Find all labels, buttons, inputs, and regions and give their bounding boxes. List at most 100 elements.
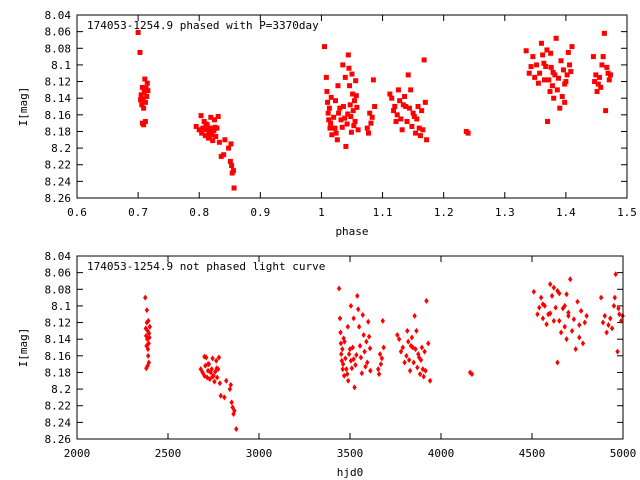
unphased-data-point	[469, 371, 475, 378]
phased-data-point	[353, 93, 359, 99]
phased-data-point	[199, 130, 205, 136]
phased-data-point	[141, 89, 147, 95]
unphased-data-point	[566, 309, 571, 316]
phased-data-point	[342, 115, 348, 121]
unphased-data-point	[228, 381, 233, 388]
phased-data-point	[547, 89, 553, 95]
unphased-data-point	[352, 384, 357, 391]
unphased-data-point	[424, 297, 429, 304]
unphased-y-tick-label: 8.22	[45, 400, 72, 413]
phased-x-tick-label: 1.4	[556, 206, 576, 219]
phased-data-point	[139, 120, 145, 126]
unphased-data-point	[409, 334, 415, 341]
phased-data-point	[534, 62, 540, 68]
unphased-data-point	[145, 352, 151, 359]
unphased-x-tick-label: 5000	[610, 447, 637, 460]
unphased-data-point	[406, 338, 411, 345]
unphased-data-point	[210, 355, 215, 362]
phased-data-point	[328, 120, 334, 126]
phased-data-point	[332, 125, 338, 131]
unphased-data-point	[548, 281, 553, 288]
unphased-data-point	[143, 294, 148, 301]
unphased-data-point	[366, 318, 371, 325]
unphased-data-point	[377, 351, 383, 358]
unphased-data-point	[560, 305, 566, 312]
phased-data-point	[142, 118, 148, 124]
unphased-data-point	[342, 338, 347, 345]
unphased-data-point	[144, 319, 150, 326]
unphased-data-point	[224, 377, 229, 384]
phased-data-point	[569, 44, 575, 50]
phased-x-tick-label: 1	[318, 206, 325, 219]
phased-data-point	[138, 97, 144, 103]
unphased-data-point	[207, 376, 213, 383]
unphased-data-point	[413, 346, 418, 353]
phased-data-point	[347, 83, 353, 89]
phased-data-point	[329, 132, 335, 138]
phased-data-point	[340, 62, 346, 68]
phased-data-point	[543, 64, 549, 70]
phased-data-point	[221, 152, 227, 158]
unphased-data-point	[535, 311, 540, 318]
phased-data-point	[354, 104, 360, 110]
phased-data-point	[369, 114, 375, 120]
phased-data-point	[416, 125, 422, 131]
unphased-data-point	[345, 323, 351, 330]
unphased-data-point	[421, 373, 426, 380]
unphased-x-tick-label: 2000	[64, 447, 91, 460]
unphased-data-point	[346, 351, 352, 358]
phased-data-point	[598, 84, 604, 90]
unphased-data-point	[564, 291, 569, 298]
phased-data-point	[142, 76, 148, 82]
phased-data-point	[138, 92, 144, 98]
unphased-data-point	[232, 407, 237, 414]
unphased-data-point	[146, 317, 151, 324]
unphased-data-point	[600, 319, 606, 326]
unphased-data-point	[218, 392, 223, 399]
phased-x-tick-label: 0.7	[128, 206, 148, 219]
unphased-data-point	[203, 362, 208, 369]
unphased-data-point	[345, 371, 350, 378]
phased-data-point	[594, 89, 600, 95]
phased-y-tick-label: 8.06	[45, 26, 72, 39]
unphased-data-point	[353, 361, 358, 368]
unphased-data-point	[584, 312, 589, 319]
unphased-data-point	[204, 354, 209, 361]
phased-data-point	[394, 112, 400, 118]
unphased-data-point	[569, 327, 575, 334]
phased-data-point	[399, 127, 405, 133]
unphased-y-tick-label: 8.12	[45, 317, 72, 330]
unphased-data-point	[562, 323, 567, 330]
unphased-data-point	[364, 338, 369, 345]
phased-data-point	[528, 64, 534, 70]
phased-data-point	[144, 80, 150, 86]
unphased-data-point	[354, 351, 359, 358]
phased-data-point	[335, 83, 341, 89]
phased-data-point	[352, 118, 358, 124]
unphased-data-point	[577, 334, 582, 341]
phased-data-point	[196, 127, 202, 133]
unphased-data-point	[214, 365, 219, 372]
unphased-y-tick-label: 8.04	[45, 250, 72, 263]
unphased-data-point	[376, 371, 382, 378]
phased-data-point	[592, 79, 598, 85]
phased-data-point	[392, 104, 398, 109]
unphased-y-tick-label: 8.24	[45, 416, 72, 429]
unphased-data-point	[604, 329, 609, 336]
unphased-data-point	[531, 288, 537, 295]
unphased-data-point	[355, 306, 361, 313]
phased-y-tick-label: 8.12	[45, 76, 72, 89]
phased-data-point	[211, 128, 217, 134]
unphased-data-point	[544, 321, 549, 328]
unphased-data-point	[573, 346, 578, 353]
unphased-data-point	[336, 285, 342, 292]
phased-data-point	[526, 70, 532, 76]
phased-data-point	[558, 58, 564, 64]
phased-y-tick-label: 8.24	[45, 175, 72, 188]
phased-data-point	[603, 108, 609, 114]
phased-data-point	[333, 130, 339, 136]
unphased-data-point	[412, 312, 417, 319]
phased-x-tick-label: 0.6	[67, 206, 87, 219]
unphased-data-point	[423, 367, 428, 374]
phased-data-point	[135, 29, 141, 35]
